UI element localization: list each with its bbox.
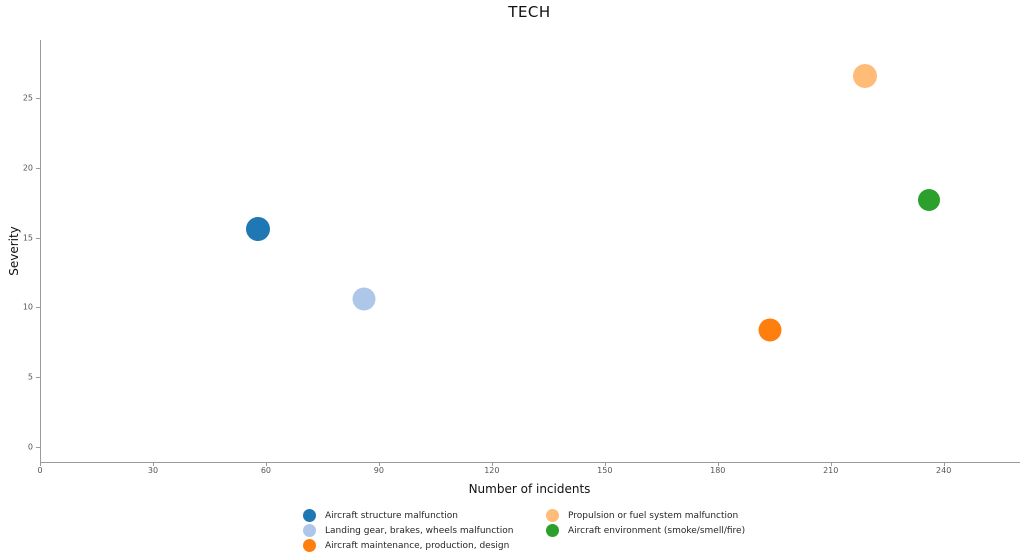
y-tick-mark-5 <box>36 377 40 379</box>
x-tick-mark-120 <box>491 462 493 466</box>
y-tick-mark-20 <box>36 168 40 170</box>
legend-item-propulsion-or-fuel-system-malfunction: Propulsion or fuel system malfunction <box>546 508 745 523</box>
legend-item-aircraft-structure-malfunction: Aircraft structure malfunction <box>303 508 513 523</box>
x-tick-mark-150 <box>604 462 606 466</box>
y-tick-mark-0 <box>36 446 40 448</box>
data-point-propulsion-or-fuel-system-malfunction <box>852 64 877 89</box>
x-tick-label-120: 120 <box>484 466 500 475</box>
legend-item-label: Aircraft maintenance, production, design <box>325 540 510 551</box>
x-tick-label-60: 60 <box>260 466 272 475</box>
y-tick-label-10: 10 <box>22 302 33 312</box>
x-tick-label-150: 150 <box>597 466 613 475</box>
legend-item-label: Aircraft environment (smoke/smell/fire) <box>568 525 746 536</box>
y-tick-mark-15 <box>36 237 40 239</box>
data-point-aircraft-maintenance-production-design <box>758 318 782 342</box>
legend-item-label: Landing gear, brakes, wheels malfunction <box>325 525 514 536</box>
legend-column-1: Aircraft structure malfunction Landing ge… <box>303 508 513 553</box>
legend-item-label: Propulsion or fuel system malfunction <box>568 510 739 521</box>
chart-title: TECH <box>508 3 551 21</box>
x-tick-label-90: 90 <box>373 466 384 475</box>
legend-marker-icon <box>303 539 316 552</box>
y-tick-mark-10 <box>36 307 40 309</box>
x-tick-mark-60 <box>265 462 267 466</box>
plot-area <box>40 40 1020 463</box>
data-point-landing-gear-brakes-wheels-malfunction <box>352 287 376 311</box>
x-tick-mark-210 <box>830 462 832 466</box>
legend-marker-icon <box>303 509 316 522</box>
x-tick-label-240: 240 <box>936 466 952 475</box>
x-tick-label-210: 210 <box>823 466 839 475</box>
legend-item-aircraft-maintenance-production-design: Aircraft maintenance, production, design <box>303 538 513 553</box>
x-tick-label-30: 30 <box>147 466 159 475</box>
x-axis-label: Number of incidents <box>468 482 591 496</box>
x-tick-label-0: 0 <box>37 466 43 475</box>
x-tick-mark-240 <box>943 462 945 466</box>
y-tick-label-25: 25 <box>22 93 33 103</box>
legend-marker-icon <box>546 509 559 522</box>
x-tick-mark-90 <box>378 462 380 466</box>
data-point-aircraft-environment-smoke-smell-fire <box>917 189 940 212</box>
legend-item-aircraft-environment-smoke-smell-fire: Aircraft environment (smoke/smell/fire) <box>546 523 745 538</box>
x-tick-mark-0 <box>40 462 41 466</box>
x-tick-label-180: 180 <box>710 466 726 475</box>
x-tick-mark-30 <box>152 462 154 466</box>
legend-item-landing-gear-brakes-wheels-malfunction: Landing gear, brakes, wheels malfunction <box>303 523 513 538</box>
data-point-aircraft-structure-malfunction <box>246 217 271 242</box>
y-tick-mark-25 <box>36 98 40 100</box>
y-tick-label-15: 15 <box>22 233 33 243</box>
y-axis-label: Severity <box>7 226 21 276</box>
y-tick-label-20: 20 <box>22 163 33 173</box>
legend-marker-icon <box>303 524 316 537</box>
legend-column-2: Propulsion or fuel system malfunction Air… <box>546 508 745 538</box>
x-tick-mark-180 <box>717 462 719 466</box>
legend-marker-icon <box>546 524 559 537</box>
y-tick-label-0: 0 <box>27 442 33 452</box>
y-tick-label-5: 5 <box>27 372 33 382</box>
legend-item-label: Aircraft structure malfunction <box>325 510 458 521</box>
